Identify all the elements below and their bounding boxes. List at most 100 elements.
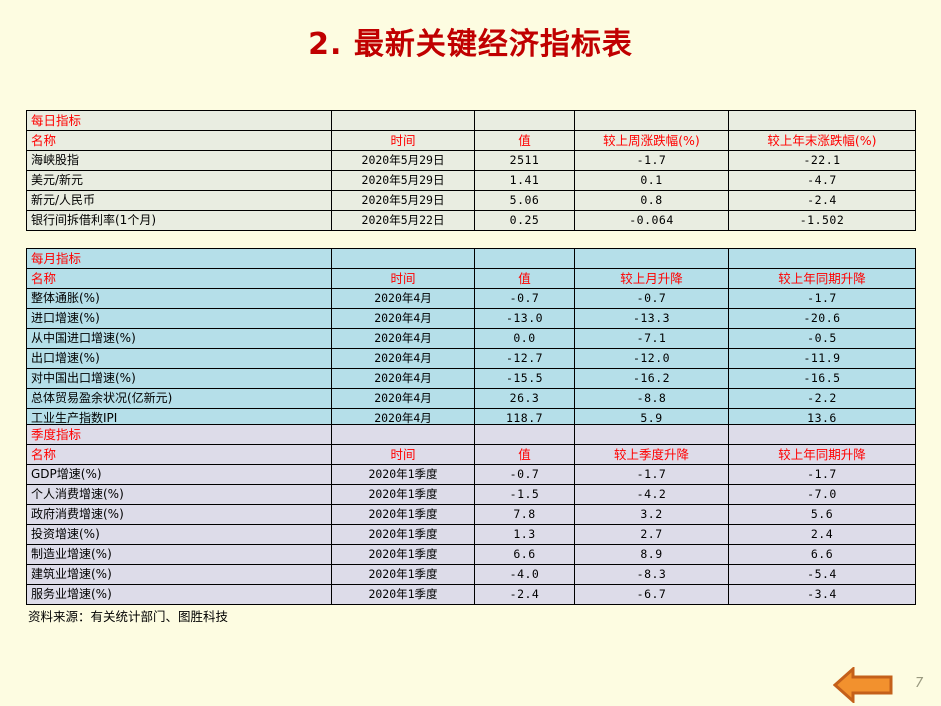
column-header: 名称 [26,444,332,465]
section-label-monthly: 每月指标 [26,248,332,269]
cell-value: 2511 [474,150,575,171]
blank-cell [574,248,729,269]
cell-change-1: -4.2 [574,484,729,505]
cell-change-1: -7.1 [574,328,729,349]
cell-change-2: -1.502 [728,210,916,231]
cell-value: 6.6 [474,544,575,565]
cell-change-1: -0.7 [574,288,729,309]
cell-time: 2020年4月 [331,308,475,329]
cell-indicator-name: 对中国出口增速(%) [26,368,332,389]
table-row: 美元/新元 2020年5月29日 1.41 0.1 -4.7 [26,170,916,191]
table-row: 总体贸易盈余状况(亿新元) 2020年4月 26.3 -8.8 -2.2 [26,388,916,409]
source-note: 资料来源：有关统计部门、图胜科技 [28,609,229,624]
column-header: 时间 [331,444,475,465]
table-row: GDP增速(%) 2020年1季度 -0.7 -1.7 -1.7 [26,464,916,485]
cell-value: 1.41 [474,170,575,191]
cell-change-2: -1.7 [728,464,916,485]
cell-time: 2020年5月22日 [331,210,475,231]
table-row: 服务业增速(%) 2020年1季度 -2.4 -6.7 -3.4 [26,584,916,605]
cell-indicator-name: 整体通胀(%) [26,288,332,309]
table-header-row: 名称 时间值较上月升降 较上年同期升降 [26,268,916,289]
table-quarterly-body: 季度指标 名称 时间值较上季度升降 较上年同期升降 GDP增速(%) 2020年1季度 -… [26,424,916,605]
cell-change-2: 6.6 [728,544,916,565]
cell-change-1: -6.7 [574,584,729,605]
column-header: 名称 [26,130,332,151]
cell-indicator-name: 出口增速(%) [26,348,332,369]
table-row: 新元/人民币 2020年5月29日 5.06 0.8 -2.4 [26,190,916,211]
table-monthly-indicators: 每月指标 名称 时间值较上月升降 较上年同期升降 整体通胀(%) 2020年4月 -0.7… [26,248,916,429]
table-monthly-body: 每月指标 名称 时间值较上月升降 较上年同期升降 整体通胀(%) 2020年4月 -0.7… [26,248,916,429]
cell-time: 2020年4月 [331,408,475,429]
cell-time: 2020年5月29日 [331,150,475,171]
column-header: 值 [474,444,575,465]
cell-change-2: -20.6 [728,308,916,329]
table-row: 工业生产指数IPI 2020年4月 118.7 5.9 13.6 [26,408,916,429]
cell-value: 26.3 [474,388,575,409]
table-row: 个人消费增速(%) 2020年1季度 -1.5 -4.2 -7.0 [26,484,916,505]
table-row: 进口增速(%) 2020年4月 -13.0 -13.3 -20.6 [26,308,916,329]
section-label-row: 每日指标 [26,110,916,131]
blank-cell [574,424,729,445]
cell-indicator-name: 工业生产指数IPI [26,408,332,429]
column-header: 较上年同期升降 [728,444,916,465]
cell-value: 118.7 [474,408,575,429]
section-label-daily: 每日指标 [26,110,332,131]
blank-cell [474,424,575,445]
cell-value: -2.4 [474,584,575,605]
cell-change-1: -8.3 [574,564,729,585]
table-row: 银行间拆借利率(1个月) 2020年5月22日 0.25 -0.064 -1.502 [26,210,916,231]
cell-value: -13.0 [474,308,575,329]
table-daily-body: 每日指标 名称 时间值较上周涨跌幅(%) 较上年末涨跌幅(%) 海峡股指 2020年5月… [26,110,916,231]
cell-change-1: 8.9 [574,544,729,565]
cell-time: 2020年1季度 [331,564,475,585]
cell-change-2: -2.2 [728,388,916,409]
cell-value: 0.0 [474,328,575,349]
cell-change-1: -13.3 [574,308,729,329]
cell-value: -1.5 [474,484,575,505]
blank-cell [728,248,916,269]
column-header: 值 [474,130,575,151]
cell-indicator-name: 从中国进口增速(%) [26,328,332,349]
cell-value: -12.7 [474,348,575,369]
cell-indicator-name: 银行间拆借利率(1个月) [26,210,332,231]
cell-time: 2020年1季度 [331,544,475,565]
section-label-row: 每月指标 [26,248,916,269]
back-arrow-icon[interactable] [833,667,893,703]
column-header: 较上季度升降 [574,444,729,465]
cell-change-2: -7.0 [728,484,916,505]
cell-value: 5.06 [474,190,575,211]
cell-change-2: -2.4 [728,190,916,211]
cell-indicator-name: 总体贸易盈余状况(亿新元) [26,388,332,409]
cell-change-2: -0.5 [728,328,916,349]
table-row: 整体通胀(%) 2020年4月 -0.7 -0.7 -1.7 [26,288,916,309]
section-label-quarterly: 季度指标 [26,424,332,445]
table-header-row: 名称 时间值较上周涨跌幅(%) 较上年末涨跌幅(%) [26,130,916,151]
table-quarterly-indicators: 季度指标 名称 时间值较上季度升降 较上年同期升降 GDP增速(%) 2020年1季度 -… [26,424,916,605]
cell-value: -0.7 [474,288,575,309]
cell-time: 2020年5月29日 [331,170,475,191]
cell-indicator-name: 政府消费增速(%) [26,504,332,525]
cell-indicator-name: 制造业增速(%) [26,544,332,565]
cell-change-1: -0.064 [574,210,729,231]
cell-time: 2020年1季度 [331,524,475,545]
cell-time: 2020年1季度 [331,464,475,485]
blank-cell [331,110,475,131]
cell-indicator-name: GDP增速(%) [26,464,332,485]
cell-value: 7.8 [474,504,575,525]
blank-cell [728,424,916,445]
cell-time: 2020年5月29日 [331,190,475,211]
cell-change-1: 3.2 [574,504,729,525]
cell-change-2: -16.5 [728,368,916,389]
cell-change-1: -12.0 [574,348,729,369]
column-header: 较上年末涨跌幅(%) [728,130,916,151]
cell-value: -0.7 [474,464,575,485]
cell-change-2: -1.7 [728,288,916,309]
cell-change-2: 13.6 [728,408,916,429]
cell-indicator-name: 进口增速(%) [26,308,332,329]
blank-cell [574,110,729,131]
blank-cell [331,248,475,269]
cell-change-2: 2.4 [728,524,916,545]
cell-change-2: -22.1 [728,150,916,171]
column-header: 时间 [331,268,475,289]
cell-change-2: 5.6 [728,504,916,525]
